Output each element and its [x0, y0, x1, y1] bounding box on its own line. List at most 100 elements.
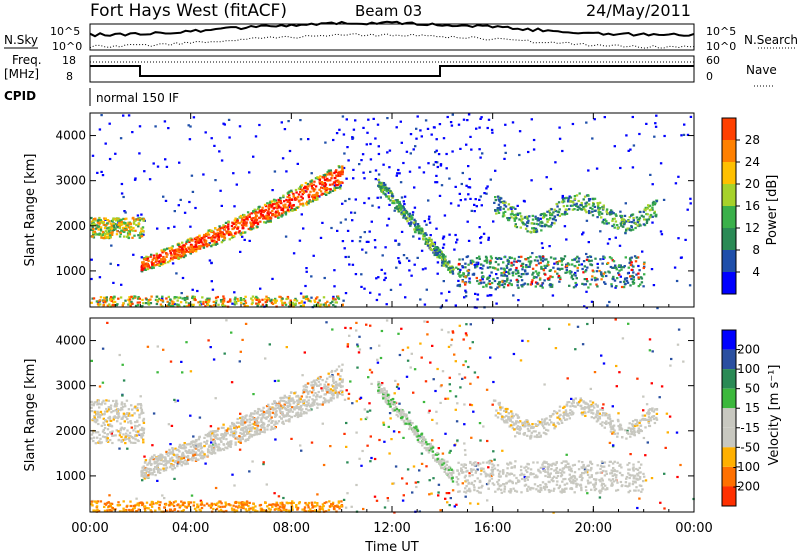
power-cell [138, 125, 142, 128]
power-cell [610, 285, 613, 288]
power-cell [583, 305, 586, 308]
velocity-cell [375, 499, 379, 502]
velocity-cell [213, 441, 216, 445]
power-cell [388, 203, 391, 206]
velocity-cell [268, 343, 271, 346]
power-cell [441, 261, 444, 264]
power-cell [137, 296, 140, 299]
velocity-cell [335, 368, 339, 371]
power-cell [248, 215, 251, 218]
power-cell [609, 265, 613, 269]
power-cell [605, 208, 609, 211]
power-cell [563, 225, 567, 228]
power-cell [236, 227, 240, 230]
power-cell [348, 263, 351, 266]
velocity-cell [325, 389, 328, 392]
velocity-cell [344, 326, 347, 329]
power-cell [226, 232, 229, 235]
velocity-cell [209, 434, 212, 437]
velocity-cell [369, 347, 373, 350]
freq-tick-bottom: 8 [66, 70, 73, 83]
y-tick-label: 2000 [55, 219, 86, 233]
power-cell [640, 281, 644, 284]
power-cell [595, 270, 599, 273]
velocity-cell [220, 440, 223, 443]
velocity-cell [358, 335, 361, 338]
power-cell [283, 205, 286, 208]
power-cell [550, 223, 553, 227]
power-cell [223, 237, 226, 240]
power-cell [434, 251, 437, 254]
velocity-cell [342, 498, 346, 501]
power-cell [199, 241, 202, 244]
velocity-cell [142, 431, 145, 434]
velocity-cell [493, 458, 496, 461]
power-cell [169, 249, 172, 252]
velocity-cell [126, 447, 129, 450]
power-cell [311, 200, 315, 203]
velocity-cell [97, 422, 100, 426]
power-cell [440, 292, 443, 295]
power-cell [553, 262, 556, 265]
power-cell [591, 207, 594, 210]
velocity-cell [194, 451, 198, 454]
power-cell [318, 299, 321, 302]
power-cell [246, 217, 249, 220]
velocity-cell [103, 423, 106, 427]
velocity-cell [105, 410, 109, 413]
velocity-cell [368, 402, 371, 405]
velocity-cell [119, 427, 123, 430]
power-cell [332, 298, 335, 301]
power-cell [537, 218, 540, 221]
velocity-cell [316, 395, 319, 398]
power-cell [578, 192, 581, 195]
velocity-cell [447, 492, 451, 495]
power-cell [310, 179, 313, 183]
power-cell [251, 295, 255, 298]
power-cell [181, 297, 184, 300]
power-cell [531, 279, 534, 282]
power-cell [381, 188, 385, 191]
power-cell [464, 275, 467, 278]
power-cell [489, 261, 492, 264]
velocity-cell [363, 408, 366, 411]
power-cell [494, 169, 497, 172]
power-cell [424, 232, 427, 235]
power-cell [469, 259, 473, 262]
power-cell [587, 286, 590, 289]
power-cell [497, 263, 500, 266]
power-cell [150, 253, 153, 256]
velocity-cell [339, 392, 342, 395]
velocity-cell [126, 418, 129, 421]
colorbar-tick-label: 16 [745, 199, 760, 213]
power-cell [495, 273, 498, 276]
power-cell [480, 281, 483, 284]
power-cell [336, 183, 339, 187]
velocity-cell [234, 441, 237, 444]
power-cell [481, 278, 484, 281]
power-cell [476, 279, 479, 283]
velocity-cell [398, 353, 402, 357]
velocity-cell [459, 386, 462, 389]
velocity-cell [389, 417, 392, 420]
power-cell [317, 305, 321, 308]
power-cell [408, 259, 411, 262]
power-cell [510, 261, 513, 264]
power-cell [412, 148, 415, 151]
power-cell [292, 209, 295, 212]
velocity-cell [215, 437, 218, 440]
power-cell [121, 223, 124, 226]
power-cell [290, 190, 293, 194]
velocity-cell [143, 455, 146, 458]
power-cell [397, 208, 400, 211]
power-cell [335, 183, 338, 186]
power-cell [243, 238, 246, 241]
power-cell [165, 253, 169, 256]
power-cell [92, 221, 95, 224]
power-cell [252, 155, 255, 158]
velocity-cell [119, 429, 122, 432]
power-cell [324, 183, 328, 186]
velocity-cell [401, 477, 404, 480]
power-cell [140, 233, 144, 236]
power-cell [101, 233, 104, 236]
